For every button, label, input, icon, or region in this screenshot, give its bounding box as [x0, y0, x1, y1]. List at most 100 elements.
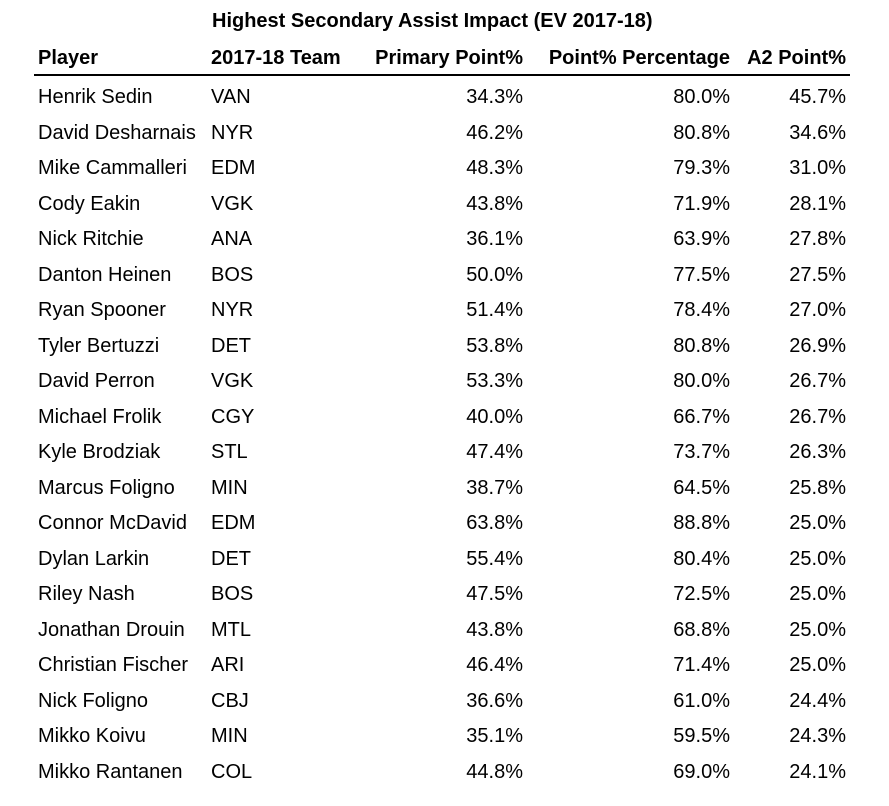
table-row: Christian Fischer ARI 46.4% 71.4% 25.0%: [34, 648, 850, 684]
column-header-point-pct-percentage: Point% Percentage: [527, 43, 734, 76]
player-name-cell: Riley Nash: [38, 583, 135, 606]
table-row: Nick Ritchie ANA 36.1% 63.9% 27.8%: [34, 222, 850, 258]
player-name-cell: Mikko Rantanen: [38, 760, 183, 783]
player-name-cell: Cody Eakin: [38, 192, 141, 215]
team-cell: COL: [211, 760, 253, 783]
table-row: David Perron VGK 53.3% 80.0% 26.7%: [34, 364, 850, 400]
team-cell: MIN: [211, 725, 248, 748]
point-pct-percentage-cell: 71.4%: [673, 654, 730, 677]
a2-point-pct-cell: 25.0%: [789, 547, 846, 570]
player-name-cell: David Desharnais: [38, 121, 196, 144]
team-cell: VAN: [211, 86, 251, 109]
a2-point-pct-cell: 34.6%: [789, 121, 846, 144]
team-cell: MTL: [211, 618, 251, 641]
table-row: Ryan Spooner NYR 51.4% 78.4% 27.0%: [34, 293, 850, 329]
player-name-cell: Henrik Sedin: [38, 86, 153, 109]
player-name-cell: Dylan Larkin: [38, 547, 150, 570]
a2-point-pct-cell: 25.0%: [789, 583, 846, 606]
a2-point-pct-cell: 25.0%: [789, 618, 846, 641]
player-name-cell: Ryan Spooner: [38, 299, 166, 322]
table-row: Nick Foligno CBJ 36.6% 61.0% 24.4%: [34, 684, 850, 720]
point-pct-percentage-cell: 88.8%: [673, 512, 730, 535]
a2-point-pct-cell: 26.7%: [789, 405, 846, 428]
player-name-cell: Kyle Brodziak: [38, 441, 161, 464]
player-name-cell: Marcus Foligno: [38, 476, 175, 499]
player-name-cell: Jonathan Drouin: [38, 618, 185, 641]
table-row: Henrik Sedin VAN 34.3% 80.0% 45.7%: [34, 75, 850, 116]
primary-point-pct-cell: 53.3%: [466, 370, 523, 393]
team-cell: ANA: [211, 228, 253, 251]
point-pct-percentage-cell: 64.5%: [673, 476, 730, 499]
a2-point-pct-cell: 25.0%: [789, 654, 846, 677]
point-pct-percentage-cell: 80.4%: [673, 547, 730, 570]
player-name-cell: Connor McDavid: [38, 512, 187, 535]
a2-point-pct-cell: 24.3%: [789, 725, 846, 748]
table-row: Marcus Foligno MIN 38.7% 64.5% 25.8%: [34, 471, 850, 507]
column-header-primary-point-pct: Primary Point%: [364, 43, 527, 76]
a2-point-pct-cell: 25.0%: [789, 512, 846, 535]
table-body: Henrik Sedin VAN 34.3% 80.0% 45.7% David Desh…: [34, 75, 850, 790]
point-pct-percentage-cell: 71.9%: [673, 192, 730, 215]
a2-point-pct-cell: 27.0%: [789, 299, 846, 322]
point-pct-percentage-cell: 78.4%: [673, 299, 730, 322]
player-name-cell: Mike Cammalleri: [38, 157, 187, 180]
a2-point-pct-cell: 26.7%: [789, 370, 846, 393]
chart-title: Highest Secondary Assist Impact (EV 2017…: [212, 10, 653, 32]
point-pct-percentage-cell: 59.5%: [673, 725, 730, 748]
table-row: Mike Cammalleri EDM 48.3% 79.3% 31.0%: [34, 151, 850, 187]
column-header-a2-point-pct: A2 Point%: [734, 43, 850, 76]
team-cell: VGK: [211, 370, 254, 393]
table-row: Kyle Brodziak STL 47.4% 73.7% 26.3%: [34, 435, 850, 471]
a2-point-pct-cell: 45.7%: [789, 86, 846, 109]
primary-point-pct-cell: 36.6%: [466, 689, 523, 712]
table-row: David Desharnais NYR 46.2% 80.8% 34.6%: [34, 116, 850, 152]
column-header-player: Player: [34, 43, 207, 76]
a2-point-pct-cell: 24.4%: [789, 689, 846, 712]
table-row: Jonathan Drouin MTL 43.8% 68.8% 25.0%: [34, 613, 850, 649]
primary-point-pct-cell: 34.3%: [466, 86, 523, 109]
primary-point-pct-cell: 48.3%: [466, 157, 523, 180]
a2-point-pct-cell: 28.1%: [789, 192, 846, 215]
data-table: Player 2017-18 Team Primary Point% Point…: [34, 43, 850, 790]
a2-point-pct-cell: 26.9%: [789, 334, 846, 357]
table-row: Dylan Larkin DET 55.4% 80.4% 25.0%: [34, 542, 850, 578]
team-cell: EDM: [211, 512, 256, 535]
primary-point-pct-cell: 46.4%: [466, 654, 523, 677]
team-cell: CBJ: [211, 689, 249, 712]
team-cell: VGK: [211, 192, 254, 215]
point-pct-percentage-cell: 63.9%: [673, 228, 730, 251]
point-pct-percentage-cell: 69.0%: [673, 760, 730, 783]
point-pct-percentage-cell: 66.7%: [673, 405, 730, 428]
column-header-team: 2017-18 Team: [207, 43, 364, 76]
point-pct-percentage-cell: 77.5%: [673, 263, 730, 286]
team-cell: NYR: [211, 121, 254, 144]
point-pct-percentage-cell: 80.0%: [673, 86, 730, 109]
primary-point-pct-cell: 50.0%: [466, 263, 523, 286]
player-name-cell: Michael Frolik: [38, 405, 162, 428]
table-row: Connor McDavid EDM 63.8% 88.8% 25.0%: [34, 506, 850, 542]
player-name-cell: Danton Heinen: [38, 263, 172, 286]
team-cell: ARI: [211, 654, 245, 677]
primary-point-pct-cell: 47.4%: [466, 441, 523, 464]
team-cell: EDM: [211, 157, 256, 180]
point-pct-percentage-cell: 80.8%: [673, 334, 730, 357]
primary-point-pct-cell: 63.8%: [466, 512, 523, 535]
a2-point-pct-cell: 25.8%: [789, 476, 846, 499]
player-name-cell: Tyler Bertuzzi: [38, 334, 160, 357]
a2-point-pct-cell: 24.1%: [789, 760, 846, 783]
primary-point-pct-cell: 53.8%: [466, 334, 523, 357]
point-pct-percentage-cell: 80.0%: [673, 370, 730, 393]
table-row: Cody Eakin VGK 43.8% 71.9% 28.1%: [34, 187, 850, 223]
point-pct-percentage-cell: 80.8%: [673, 121, 730, 144]
a2-point-pct-cell: 26.3%: [789, 441, 846, 464]
header-row: Player 2017-18 Team Primary Point% Point…: [34, 43, 850, 76]
a2-point-pct-cell: 27.5%: [789, 263, 846, 286]
table-row: Michael Frolik CGY 40.0% 66.7% 26.7%: [34, 400, 850, 436]
primary-point-pct-cell: 44.8%: [466, 760, 523, 783]
team-cell: MIN: [211, 476, 248, 499]
team-cell: NYR: [211, 299, 254, 322]
a2-point-pct-cell: 27.8%: [789, 228, 846, 251]
player-name-cell: David Perron: [38, 370, 155, 393]
point-pct-percentage-cell: 61.0%: [673, 689, 730, 712]
primary-point-pct-cell: 46.2%: [466, 121, 523, 144]
